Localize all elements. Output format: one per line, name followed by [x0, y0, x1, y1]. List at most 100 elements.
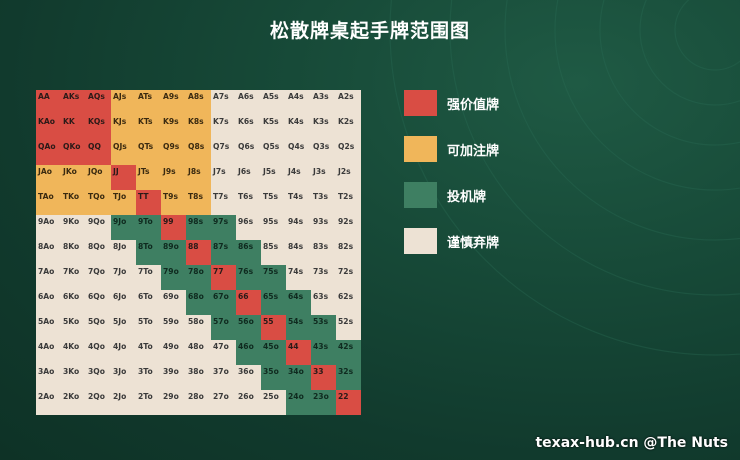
- hand-cell: 2To: [136, 390, 161, 415]
- hand-cell: 29o: [161, 390, 186, 415]
- hand-cell: Q3s: [311, 140, 336, 165]
- hand-cell: 43s: [311, 340, 336, 365]
- hand-cell: T9s: [161, 190, 186, 215]
- hand-cell: T5s: [261, 190, 286, 215]
- hand-cell: K9s: [161, 115, 186, 140]
- hand-cell: 49o: [161, 340, 186, 365]
- hand-cell: J8s: [186, 165, 211, 190]
- hand-cell: 73s: [311, 265, 336, 290]
- hand-cell: T3s: [311, 190, 336, 215]
- hand-cell: Q9s: [161, 140, 186, 165]
- hand-cell: 26o: [236, 390, 261, 415]
- hand-cell: 67o: [211, 290, 236, 315]
- hand-cell: QAo: [36, 140, 61, 165]
- hand-cell: KK: [61, 115, 86, 140]
- legend-label-play: 可加注牌: [447, 144, 500, 159]
- hand-cell: Q6s: [236, 140, 261, 165]
- legend-label-spec: 投机牌: [447, 190, 487, 205]
- hand-cell: KTs: [136, 115, 161, 140]
- hand-cell: A9s: [161, 90, 186, 115]
- hand-cell: 72s: [336, 265, 361, 290]
- hand-cell: 94s: [286, 215, 311, 240]
- hand-cell: 3Ko: [61, 365, 86, 390]
- hand-cell: K2s: [336, 115, 361, 140]
- hand-cell: 37o: [211, 365, 236, 390]
- hand-cell: 8To: [136, 240, 161, 265]
- hand-cell: J3s: [311, 165, 336, 190]
- hand-cell: 5Jo: [111, 315, 136, 340]
- hand-cell: 77: [211, 265, 236, 290]
- hand-cell: 6Ko: [61, 290, 86, 315]
- hand-cell: 95s: [261, 215, 286, 240]
- hand-cell: 97s: [211, 215, 236, 240]
- hand-cell: 58o: [186, 315, 211, 340]
- hand-cell: AA: [36, 90, 61, 115]
- legend-item-fold: 谨慎弃牌: [404, 228, 604, 256]
- hand-cell: K5s: [261, 115, 286, 140]
- page-title: 松散牌桌起手牌范围图: [269, 20, 470, 42]
- hand-cell: 5To: [136, 315, 161, 340]
- hand-cell: JKo: [61, 165, 86, 190]
- hand-cell: 8Qo: [86, 240, 111, 265]
- hand-cell: 23o: [311, 390, 336, 415]
- hand-cell: 6Qo: [86, 290, 111, 315]
- hand-cell: 98s: [186, 215, 211, 240]
- hand-cell: 8Ko: [61, 240, 86, 265]
- hand-cell: J2s: [336, 165, 361, 190]
- hand-cell: ATs: [136, 90, 161, 115]
- hand-cell: 35o: [261, 365, 286, 390]
- hand-cell: 93s: [311, 215, 336, 240]
- hand-cell: 87s: [211, 240, 236, 265]
- hand-cell: A3s: [311, 90, 336, 115]
- hand-cell: 68o: [186, 290, 211, 315]
- legend-label-strong: 强价值牌: [447, 98, 500, 113]
- hand-cell: K6s: [236, 115, 261, 140]
- legend-swatch-spec: [404, 182, 437, 208]
- hand-cell: K3s: [311, 115, 336, 140]
- hand-cell: 66: [236, 290, 261, 315]
- hand-cell: J5s: [261, 165, 286, 190]
- hand-cell: TQo: [86, 190, 111, 215]
- hand-cell: 6To: [136, 290, 161, 315]
- hand-cell: 36o: [236, 365, 261, 390]
- hand-cell: J6s: [236, 165, 261, 190]
- hand-cell: TAo: [36, 190, 61, 215]
- hand-cell: 52s: [336, 315, 361, 340]
- hand-cell: 48o: [186, 340, 211, 365]
- hand-cell: 84s: [286, 240, 311, 265]
- hand-cell: 46o: [236, 340, 261, 365]
- hand-cell: KAo: [36, 115, 61, 140]
- hand-cell: 7To: [136, 265, 161, 290]
- hand-cell: J7s: [211, 165, 236, 190]
- hand-cell: 74s: [286, 265, 311, 290]
- hand-cell: 63s: [311, 290, 336, 315]
- hand-cell: 44: [286, 340, 311, 365]
- hand-cell: T2s: [336, 190, 361, 215]
- hand-cell: 7Qo: [86, 265, 111, 290]
- hand-cell: AJs: [111, 90, 136, 115]
- hand-cell: 42s: [336, 340, 361, 365]
- hand-cell: 47o: [211, 340, 236, 365]
- hand-cell: 62s: [336, 290, 361, 315]
- hand-cell: 25o: [261, 390, 286, 415]
- hand-cell: TJo: [111, 190, 136, 215]
- hand-cell: 4Jo: [111, 340, 136, 365]
- hand-cell: 9Qo: [86, 215, 111, 240]
- hand-cell: 3Qo: [86, 365, 111, 390]
- hand-cell: 45o: [261, 340, 286, 365]
- hand-cell: 9To: [136, 215, 161, 240]
- hand-cell: K7s: [211, 115, 236, 140]
- hand-cell: T7s: [211, 190, 236, 215]
- hand-cell: A8s: [186, 90, 211, 115]
- hand-cell: 9Ao: [36, 215, 61, 240]
- hand-cell: AKs: [61, 90, 86, 115]
- hand-cell: 88: [186, 240, 211, 265]
- hand-cell: 59o: [161, 315, 186, 340]
- hand-cell: 7Jo: [111, 265, 136, 290]
- hand-cell: QKo: [61, 140, 86, 165]
- hand-cell: 82s: [336, 240, 361, 265]
- hand-cell: Q8s: [186, 140, 211, 165]
- hand-cell: 99: [161, 215, 186, 240]
- hand-cell: 83s: [311, 240, 336, 265]
- hand-cell: 7Ko: [61, 265, 86, 290]
